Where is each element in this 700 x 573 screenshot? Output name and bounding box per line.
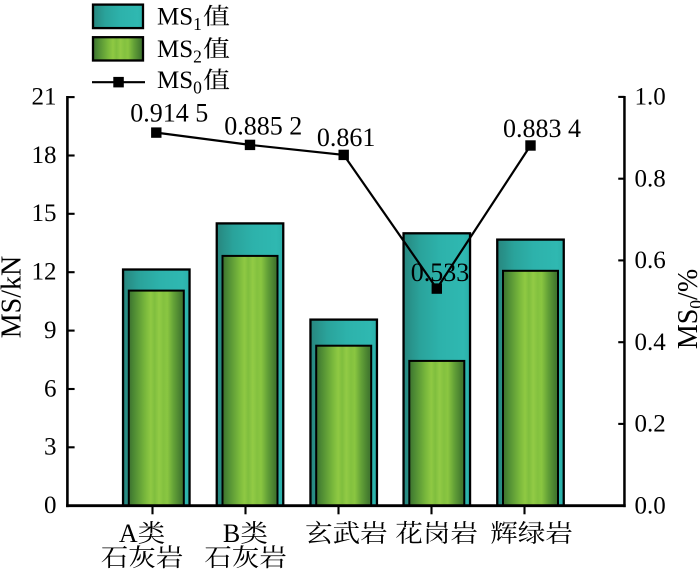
svg-text:0.6: 0.6: [635, 247, 666, 274]
svg-text:0.0: 0.0: [635, 493, 666, 520]
svg-text:B: B: [223, 519, 240, 548]
svg-text:MS/kN: MS/kN: [0, 256, 27, 338]
svg-text:MS0/%: MS0/%: [673, 269, 700, 349]
svg-text:18: 18: [32, 142, 57, 169]
svg-text:0.914 5: 0.914 5: [130, 99, 208, 128]
svg-text:1.0: 1.0: [635, 84, 666, 111]
svg-text:21: 21: [32, 83, 57, 110]
svg-text:0.885 2: 0.885 2: [224, 111, 302, 140]
svg-text:0.883 4: 0.883 4: [503, 114, 581, 143]
svg-text:0.4: 0.4: [635, 329, 667, 356]
svg-text:3: 3: [44, 434, 57, 461]
svg-text:0.533: 0.533: [411, 258, 470, 287]
svg-text:15: 15: [32, 200, 57, 227]
svg-text:0: 0: [44, 492, 57, 519]
svg-text:0.8: 0.8: [635, 166, 666, 193]
svg-text:A: A: [119, 519, 138, 548]
svg-text:6: 6: [44, 375, 57, 402]
svg-text:MS1: MS1: [157, 3, 202, 34]
svg-text:12: 12: [32, 259, 57, 286]
svg-text:9: 9: [44, 317, 57, 344]
svg-text:0.2: 0.2: [635, 411, 666, 438]
svg-text:0.861: 0.861: [317, 123, 376, 152]
